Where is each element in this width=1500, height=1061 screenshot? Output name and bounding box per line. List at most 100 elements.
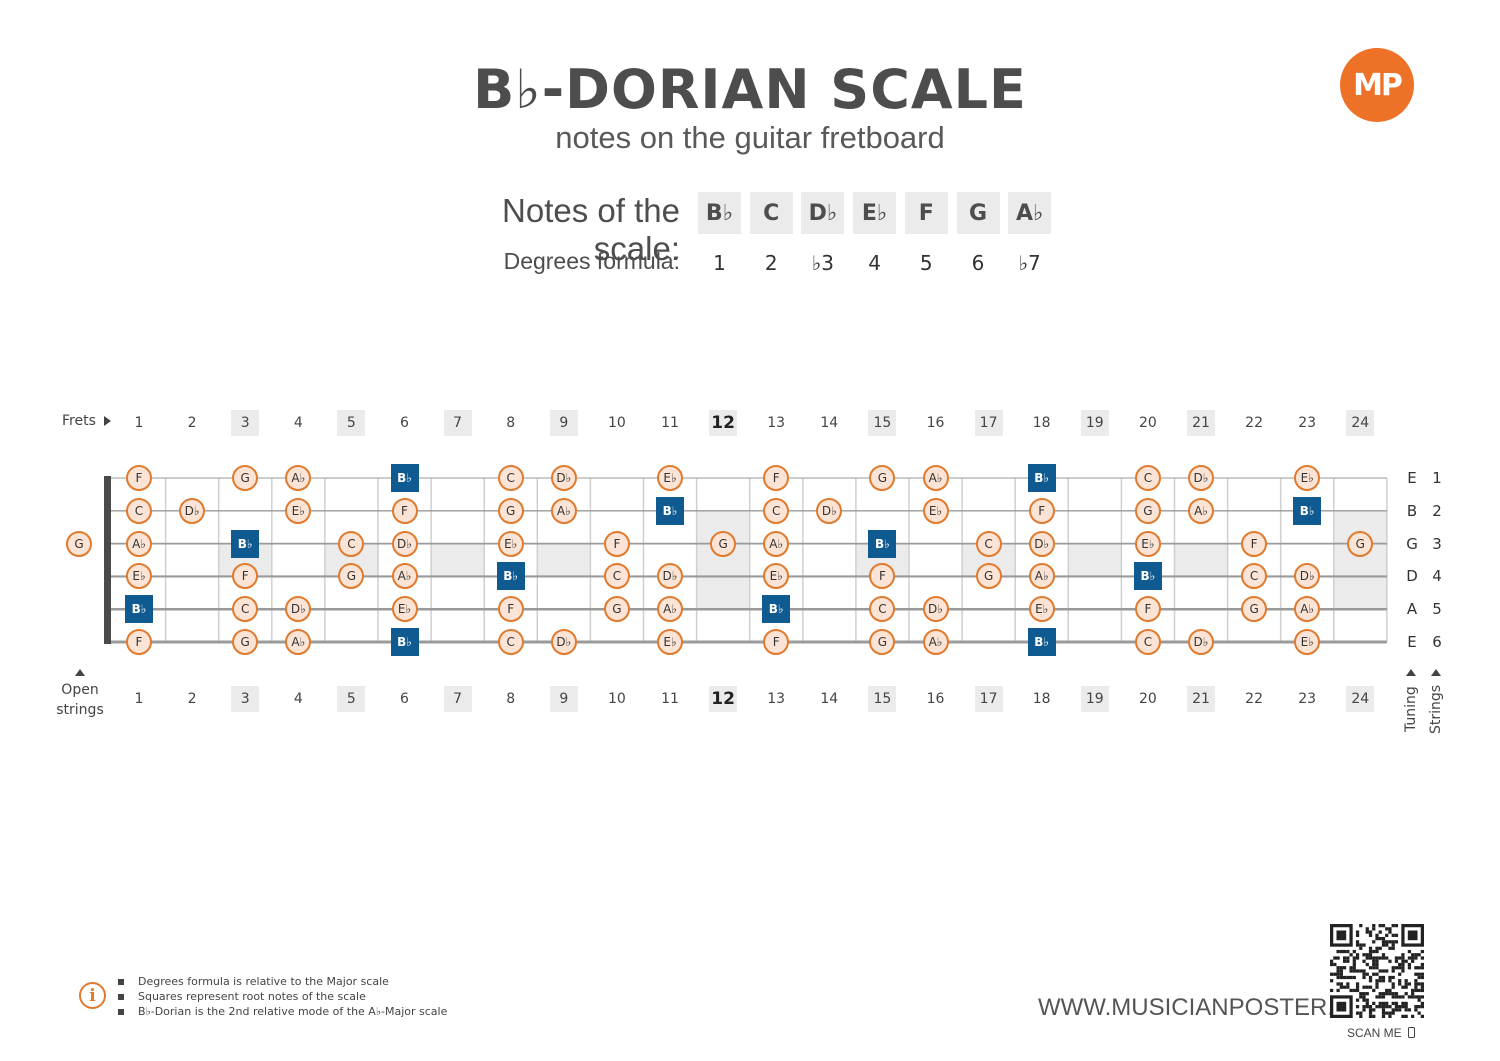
scan-me-label: SCAN ME: [1347, 1026, 1416, 1040]
fret-number: 20: [1138, 691, 1157, 707]
info-item: B♭-Dorian is the 2nd relative mode of th…: [118, 1005, 447, 1018]
scale-note-marker: A♭: [550, 497, 577, 524]
scale-note: E♭: [853, 192, 897, 234]
scale-note-marker: E♭: [922, 497, 949, 524]
scale-degree: ♭7: [1018, 251, 1041, 275]
info-text: Squares represent root notes of the scal…: [138, 990, 366, 1003]
scale-note-marker: D♭: [391, 530, 418, 557]
fret-number: 17: [974, 410, 1003, 436]
fret-number: 15: [868, 686, 897, 712]
scale-note-marker: A♭: [1028, 563, 1055, 590]
scale-note-marker: A♭: [1188, 497, 1214, 524]
root-note: B♭: [1027, 464, 1056, 492]
scale-note-marker: E♭: [657, 629, 683, 655]
scale-degree: 2: [764, 251, 778, 275]
root-note: B♭: [496, 562, 525, 591]
scale-note-marker: F: [603, 530, 630, 557]
scale-note-marker: C: [975, 530, 1002, 557]
scale-note-marker: E♭: [657, 465, 683, 491]
fret-number: 3: [231, 686, 260, 712]
string-number: 5: [1432, 600, 1442, 619]
string-number: 4: [1432, 567, 1442, 586]
scale-note-marker: E♭: [285, 497, 312, 524]
fret-number: 9: [549, 410, 578, 436]
scale-note: F: [904, 192, 948, 234]
fret-number: 6: [400, 415, 409, 431]
scale-note-marker: C: [338, 530, 365, 557]
scale-note-marker: C: [1134, 465, 1161, 491]
scale-note-marker: F: [126, 465, 152, 491]
triangle-up-icon: [1406, 669, 1416, 676]
fret-number: 1: [134, 415, 144, 431]
scale-note-marker: A♭: [285, 465, 312, 491]
qr-code-icon[interactable]: [1330, 924, 1424, 1018]
scale-note: G: [956, 192, 1000, 234]
fret-number: 5: [337, 410, 366, 436]
fret-number: 21: [1187, 686, 1215, 712]
scale-note-marker: A♭: [285, 629, 312, 655]
open-label-line1: Open: [61, 682, 99, 698]
scale-degree: ♭3: [811, 251, 834, 275]
fret-number: 10: [607, 691, 626, 707]
frets-label: Frets: [62, 413, 112, 429]
tuning-label: Tuning: [1403, 686, 1419, 732]
scale-note-marker: C: [869, 596, 896, 623]
info-icon: i: [79, 982, 106, 1009]
fret-number: 13: [767, 691, 786, 707]
bullet-icon: [118, 994, 124, 1000]
scale-note-marker: E♭: [391, 596, 418, 623]
tuning-note: G: [1406, 534, 1418, 553]
info-text: Degrees formula is relative to the Major…: [138, 975, 389, 988]
open-strings-label: Open strings: [50, 680, 110, 720]
root-note: B♭: [231, 529, 260, 558]
root-note: B♭: [125, 595, 153, 624]
scale-note-marker: F: [869, 563, 896, 590]
fret-number: 7: [443, 686, 472, 712]
scale-note-marker: D♭: [285, 596, 312, 623]
fret-number: 24: [1346, 410, 1375, 436]
fret-number: 10: [607, 415, 626, 431]
scale-note-marker: D♭: [1188, 465, 1214, 491]
scale-note-marker: G: [66, 530, 92, 557]
scale-note-marker: A♭: [763, 530, 790, 557]
scale-note: D♭: [801, 192, 845, 234]
fret-number: 13: [767, 415, 786, 431]
scale-note-marker: E♭: [763, 563, 790, 590]
scale-note-marker: C: [497, 465, 524, 491]
root-note: B♭: [656, 496, 684, 525]
scale-note: A♭: [1008, 192, 1052, 234]
scale-note-marker: F: [1134, 596, 1161, 623]
scale-note-marker: F: [763, 465, 790, 491]
fret-number: 11: [661, 415, 679, 431]
scale-note-marker: G: [497, 497, 524, 524]
scale-note-marker: D♭: [1188, 629, 1214, 655]
root-note: B♭: [390, 464, 419, 492]
scale-note-marker: A♭: [126, 530, 152, 557]
fret-number: 23: [1298, 415, 1317, 431]
fret-number: 22: [1245, 691, 1263, 707]
scale-note-marker: C: [126, 497, 152, 524]
scale-note-marker: F: [232, 563, 259, 590]
tuning-note: E: [1407, 633, 1417, 651]
fret-number: 18: [1032, 691, 1051, 707]
bullet-icon: [118, 979, 124, 985]
scan-me-text: SCAN ME: [1347, 1026, 1402, 1040]
scale-note-marker: G: [869, 465, 896, 491]
fret-number: 16: [926, 415, 945, 431]
tuning-note: B: [1406, 501, 1418, 520]
scale-note-marker: A♭: [391, 563, 418, 590]
scale-degree: 1: [713, 251, 726, 275]
string-number: 3: [1432, 534, 1442, 553]
scale-note-marker: F: [497, 596, 524, 623]
scale-note-marker: F: [391, 497, 418, 524]
scale-note-marker: F: [763, 629, 790, 655]
info-item: Degrees formula is relative to the Major…: [118, 975, 389, 988]
brand-logo[interactable]: MP: [1340, 48, 1414, 122]
scale-note-marker: G: [710, 530, 737, 557]
scale-degree: 4: [868, 251, 881, 275]
scale-note-marker: C: [1241, 563, 1268, 590]
scale-note-marker: E♭: [126, 563, 152, 590]
strings-label: Strings: [1428, 684, 1444, 734]
nut: [104, 476, 111, 644]
